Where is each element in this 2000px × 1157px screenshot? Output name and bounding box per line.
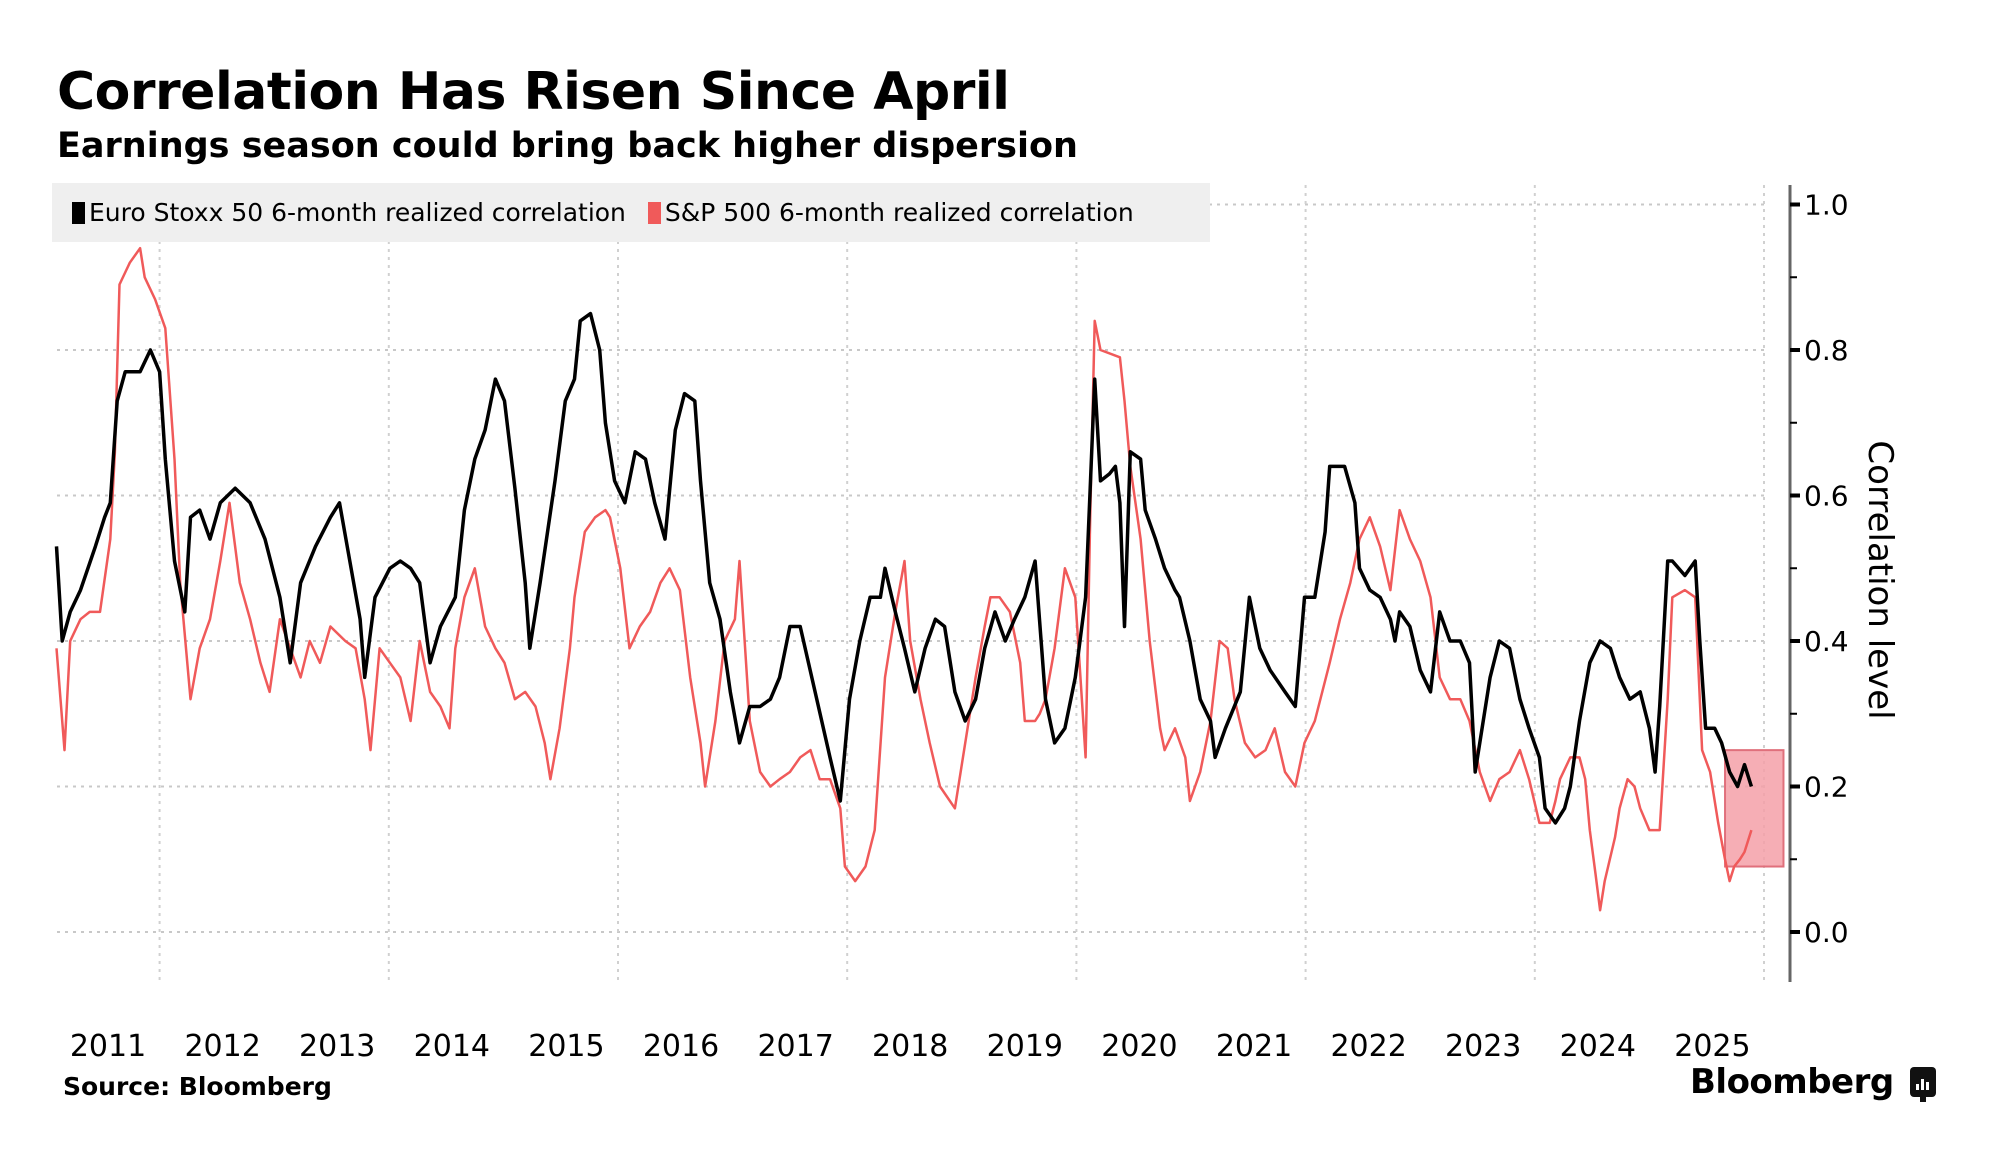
- legend-label: Euro Stoxx 50 6-month realized correlati…: [89, 198, 626, 227]
- y-tick-label: 0.6: [1804, 480, 1849, 513]
- y-tick-label: 0.0: [1804, 916, 1849, 949]
- x-tick-label: 2012: [184, 1029, 260, 1064]
- y-tick-label: 0.8: [1804, 334, 1849, 367]
- legend-item-sp500: S&P 500 6-month realized correlation: [647, 198, 1134, 227]
- bloomberg-logo: Bloomberg: [1690, 1062, 1936, 1102]
- x-tick-label: 2022: [1330, 1029, 1406, 1064]
- x-tick-label: 2011: [70, 1029, 146, 1064]
- x-tick-label: 2016: [643, 1029, 719, 1064]
- legend-swatch-red: [647, 201, 661, 224]
- legend-item-euro-stoxx: Euro Stoxx 50 6-month realized correlati…: [72, 198, 626, 227]
- source-note: Source: Bloomberg: [63, 1072, 332, 1101]
- x-tick-label: 2025: [1674, 1029, 1750, 1064]
- x-tick-label: 2021: [1216, 1029, 1292, 1064]
- highlight-box: [1724, 749, 1785, 868]
- y-tick-label: 0.2: [1804, 771, 1849, 804]
- x-tick-label: 2018: [872, 1029, 948, 1064]
- y-tick-label: 0.4: [1804, 625, 1849, 658]
- y-axis: 0.0 0.2 0.4 0.6 0.8 1.0: [1788, 185, 1849, 982]
- y-axis-label: Correlation level: [1860, 440, 1900, 720]
- x-tick-label: 2015: [528, 1029, 604, 1064]
- x-axis: 2011 2012 2013 2014 2015 2016 2017 2018 2019 2020…: [70, 1029, 1751, 1064]
- x-tick-label: 2024: [1560, 1029, 1636, 1064]
- chart-title: Correlation Has Risen Since April: [57, 62, 1010, 122]
- x-tick-label: 2020: [1101, 1029, 1177, 1064]
- series-line-euro-stoxx: [54, 311, 1754, 825]
- legend-label: S&P 500 6-month realized correlation: [664, 198, 1134, 227]
- chart-subtitle: Earnings season could bring back higher …: [57, 126, 1078, 166]
- x-tick-label: 2013: [299, 1029, 375, 1064]
- x-tick-label: 2014: [414, 1029, 490, 1064]
- legend-swatch-black: [72, 201, 85, 224]
- brand-name: Bloomberg: [1690, 1062, 1894, 1102]
- y-tick-label: 1.0: [1804, 189, 1849, 222]
- legend: Euro Stoxx 50 6-month realized correlati…: [52, 183, 1210, 242]
- x-tick-label: 2019: [987, 1029, 1063, 1064]
- bloomberg-chart-icon: [1909, 1067, 1936, 1102]
- x-tick-label: 2017: [757, 1029, 833, 1064]
- grid-lines: [57, 185, 1765, 982]
- x-tick-label: 2023: [1445, 1029, 1521, 1064]
- highlight-layer: [1724, 749, 1785, 868]
- series-line-sp500: [55, 246, 1753, 912]
- series-layer: [54, 246, 1754, 912]
